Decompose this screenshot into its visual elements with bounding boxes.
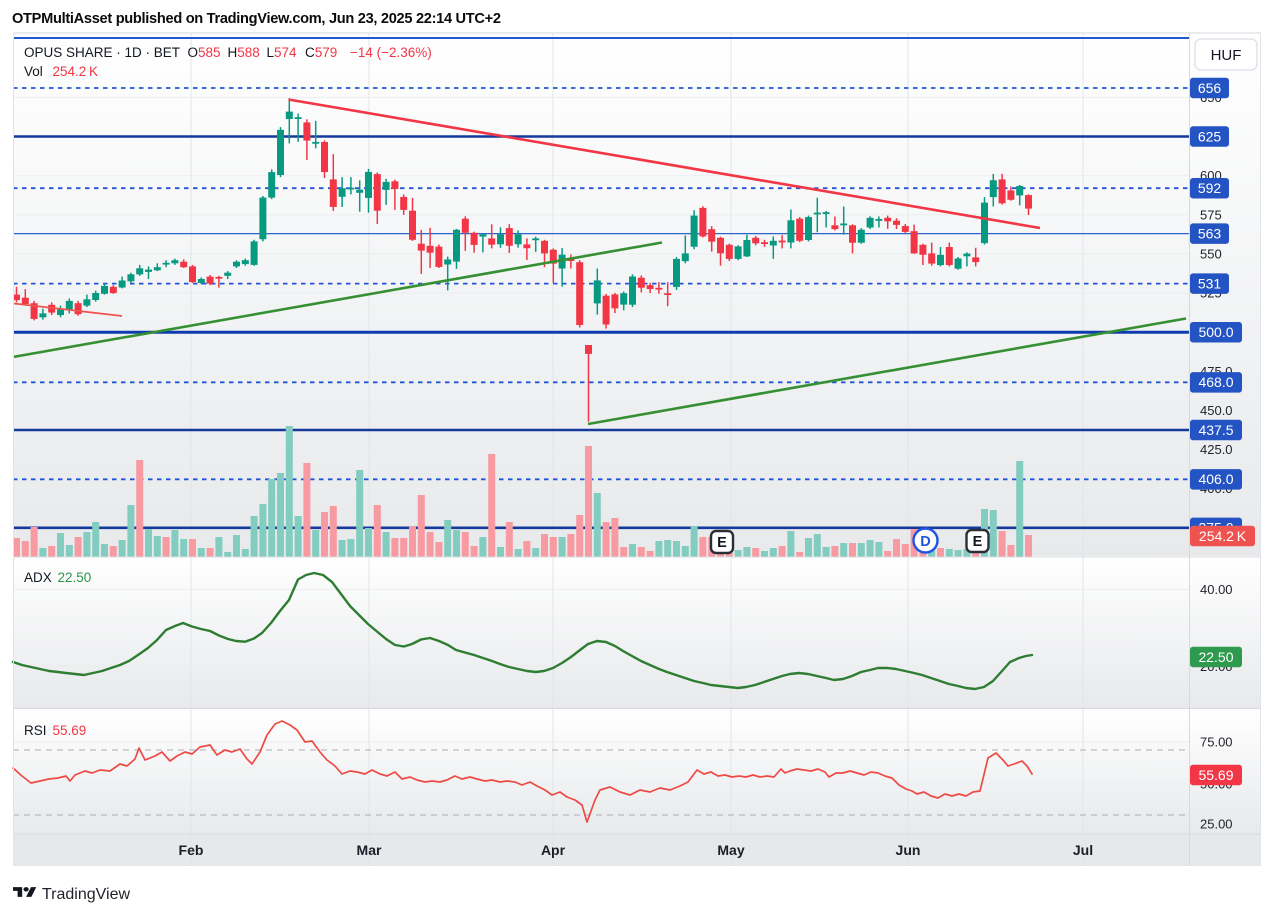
svg-text:May: May [717, 842, 744, 858]
svg-text:HUF: HUF [1211, 47, 1242, 64]
svg-text:75.00: 75.00 [1200, 735, 1233, 750]
svg-text:563: 563 [1198, 225, 1222, 241]
svg-text:Jun: Jun [896, 842, 921, 858]
svg-text:22.50: 22.50 [1198, 649, 1233, 665]
svg-text:531: 531 [1198, 275, 1222, 291]
svg-text:D: D [920, 534, 930, 550]
svg-text:592: 592 [1198, 180, 1222, 196]
svg-text:55.69: 55.69 [1198, 767, 1233, 783]
svg-text:437.5: 437.5 [1198, 422, 1233, 438]
svg-text:500.0: 500.0 [1198, 324, 1233, 340]
svg-text:OTPMultiAsset published on Tra: OTPMultiAsset published on TradingView.c… [12, 11, 501, 27]
svg-text:40.00: 40.00 [1200, 582, 1233, 597]
svg-text:575: 575 [1200, 207, 1222, 222]
svg-text:625: 625 [1198, 128, 1222, 144]
svg-text:TradingView: TradingView [42, 886, 130, 903]
svg-text:468.0: 468.0 [1198, 374, 1233, 390]
svg-text:Mar: Mar [357, 842, 382, 858]
svg-text:E: E [717, 535, 727, 551]
svg-text:406.0: 406.0 [1198, 471, 1233, 487]
svg-text:RSI 55.69: RSI 55.69 [24, 723, 86, 738]
svg-text:450.0: 450.0 [1200, 403, 1233, 418]
svg-text:25.00: 25.00 [1200, 817, 1233, 832]
svg-text:425.0: 425.0 [1200, 442, 1233, 457]
svg-text:Jul: Jul [1073, 842, 1093, 858]
svg-text:Vol 254.2 K: Vol 254.2 K [24, 64, 98, 79]
svg-text:550: 550 [1200, 246, 1222, 261]
svg-text:Apr: Apr [541, 842, 566, 858]
svg-text:254.2 K: 254.2 K [1199, 528, 1247, 544]
svg-text:Feb: Feb [179, 842, 204, 858]
svg-text:656: 656 [1198, 80, 1222, 96]
svg-text:E: E [973, 534, 983, 550]
svg-text:ADX 22.50: ADX 22.50 [24, 570, 91, 585]
